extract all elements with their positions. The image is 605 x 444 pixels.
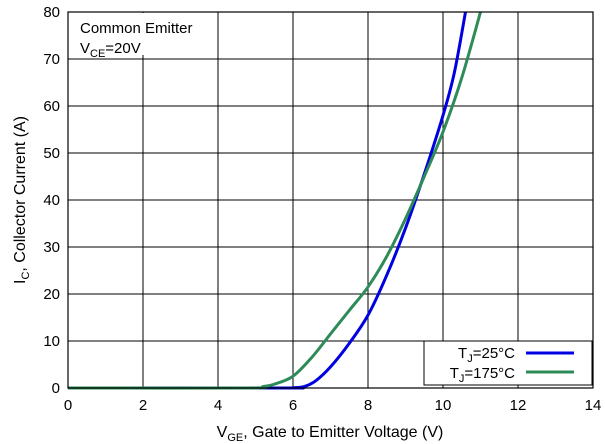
plot-frame [67,11,594,389]
series-line-175c [67,11,482,390]
legend: TJ=25°C TJ=175°C [423,340,593,386]
x-axis-ticks: 0 2 4 6 8 10 12 14 [64,397,602,414]
y-tick-label: 30 [43,239,60,256]
x-tick-label: 12 [510,397,527,414]
y-tick-label: 20 [43,286,60,303]
y-tick-label: 10 [43,333,60,350]
legend-label-175c: TJ=175°C [450,365,515,385]
y-axis-label: IC, Collector Current (A) [12,116,32,284]
legend-label-25c: TJ=25°C [458,345,515,365]
y-tick-label: 60 [43,98,60,115]
y-tick-label: 50 [43,145,60,162]
y-tick-label: 80 [43,4,60,21]
legend-box [423,340,593,386]
annotation-box [69,13,217,55]
grid [68,12,593,388]
annotation-common-emitter: Common Emitter [80,20,193,37]
x-tick-label: 0 [64,397,72,414]
annotation-vce: VCE=20V [80,40,141,60]
x-tick-label: 4 [214,397,222,414]
x-axis-label: VGE, Gate to Emitter Voltage (V) [217,424,444,444]
x-tick-label: 14 [585,397,602,414]
x-tick-label: 2 [139,397,147,414]
y-tick-label: 40 [43,192,60,209]
x-tick-label: 6 [289,397,297,414]
y-tick-label: 0 [52,380,60,397]
x-tick-label: 10 [435,397,452,414]
y-axis-ticks: 0 10 20 30 40 50 60 70 80 [43,4,60,397]
y-tick-label: 70 [43,51,60,68]
x-tick-label: 8 [364,397,372,414]
